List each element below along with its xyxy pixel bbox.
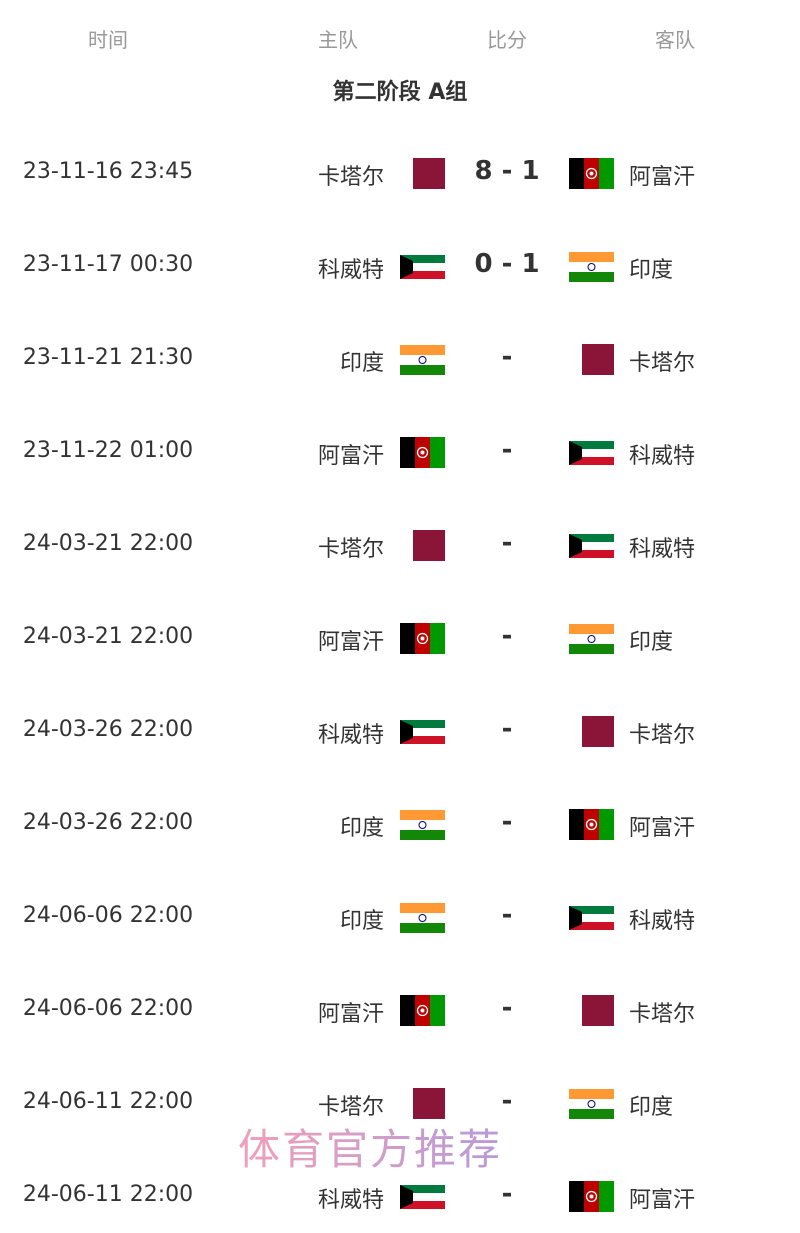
match-row[interactable]: 24-06-06 22:00 阿富汗 - 卡塔尔: [0, 990, 800, 1030]
header-home: 主队: [318, 28, 358, 52]
match-time: 24-06-06 22:00: [22, 996, 194, 1021]
match-time: 24-03-21 22:00: [22, 531, 194, 556]
match-row[interactable]: 24-06-06 22:00 印度 - 科威特: [0, 897, 800, 937]
away-team: 印度: [629, 1095, 674, 1120]
match-row[interactable]: 24-03-21 22:00 阿富汗 - 印度: [0, 618, 800, 658]
qatar-flag-icon: [400, 1088, 445, 1119]
kuwait-flag-icon: [400, 716, 445, 747]
match-score: -: [501, 993, 513, 1023]
match-score: -: [501, 528, 513, 558]
afghanistan-flag-icon: [569, 158, 614, 189]
match-time: 24-03-26 22:00: [22, 717, 194, 742]
home-team: 科威特: [317, 723, 384, 748]
home-team: 卡塔尔: [317, 165, 384, 190]
kuwait-flag-icon: [569, 902, 614, 933]
home-team: 印度: [339, 909, 384, 934]
match-score: 8 - 1: [474, 156, 540, 186]
home-team: 科威特: [317, 258, 384, 283]
kuwait-flag-icon: [569, 437, 614, 468]
match-score: -: [501, 1086, 513, 1116]
away-team: 卡塔尔: [629, 723, 696, 748]
match-time: 24-06-06 22:00: [22, 903, 194, 928]
india-flag-icon: [400, 809, 445, 840]
away-team: 印度: [629, 630, 674, 655]
india-flag-icon: [569, 251, 614, 282]
match-time: 23-11-16 23:45: [22, 159, 194, 184]
header-time: 时间: [88, 28, 128, 52]
match-time: 23-11-22 01:00: [22, 438, 194, 463]
match-score: -: [501, 342, 513, 372]
afghanistan-flag-icon: [569, 1181, 614, 1212]
qatar-flag-icon: [400, 530, 445, 561]
match-score: -: [501, 621, 513, 651]
match-score: -: [501, 900, 513, 930]
afghanistan-flag-icon: [400, 437, 445, 468]
match-score: -: [501, 807, 513, 837]
match-score: -: [501, 714, 513, 744]
match-time: 24-03-26 22:00: [22, 810, 194, 835]
home-team: 卡塔尔: [317, 537, 384, 562]
watermark: 体育官方推荐: [238, 1125, 503, 1174]
match-score: -: [501, 1179, 513, 1209]
home-team: 卡塔尔: [317, 1095, 384, 1120]
home-team: 阿富汗: [317, 444, 384, 469]
match-row[interactable]: 24-03-26 22:00 科威特 - 卡塔尔: [0, 711, 800, 751]
india-flag-icon: [569, 1088, 614, 1119]
india-flag-icon: [400, 902, 445, 933]
match-time: 24-03-21 22:00: [22, 624, 194, 649]
match-row[interactable]: 24-03-21 22:00 卡塔尔 - 科威特: [0, 525, 800, 565]
match-time: 23-11-17 00:30: [22, 252, 194, 277]
kuwait-flag-icon: [569, 530, 614, 561]
home-team: 阿富汗: [317, 1002, 384, 1027]
away-team: 科威特: [629, 444, 696, 469]
match-time: 24-06-11 22:00: [22, 1182, 194, 1207]
away-team: 科威特: [629, 537, 696, 562]
match-row[interactable]: 24-03-26 22:00 印度 - 阿富汗: [0, 804, 800, 844]
home-team: 印度: [339, 351, 384, 376]
away-team: 阿富汗: [629, 816, 696, 841]
match-score: -: [501, 435, 513, 465]
match-row[interactable]: 23-11-17 00:30 科威特 0 - 1 印度: [0, 246, 800, 286]
home-team: 阿富汗: [317, 630, 384, 655]
home-team: 印度: [339, 816, 384, 841]
india-flag-icon: [400, 344, 445, 375]
match-time: 23-11-21 21:30: [22, 345, 194, 370]
match-row[interactable]: 23-11-16 23:45 卡塔尔 8 - 1 阿富汗: [0, 153, 800, 193]
match-score: 0 - 1: [474, 249, 540, 279]
away-team: 卡塔尔: [629, 1002, 696, 1027]
away-team: 卡塔尔: [629, 351, 696, 376]
match-row[interactable]: 23-11-21 21:30 印度 - 卡塔尔: [0, 339, 800, 379]
qatar-flag-icon: [400, 158, 445, 189]
qatar-flag-icon: [569, 344, 614, 375]
away-team: 科威特: [629, 909, 696, 934]
away-team: 阿富汗: [629, 165, 696, 190]
qatar-flag-icon: [569, 995, 614, 1026]
match-row[interactable]: 24-06-11 22:00 卡塔尔 - 印度: [0, 1083, 800, 1123]
afghanistan-flag-icon: [400, 623, 445, 654]
away-team: 印度: [629, 258, 674, 283]
afghanistan-flag-icon: [400, 995, 445, 1026]
match-row[interactable]: 23-11-22 01:00 阿富汗 - 科威特: [0, 432, 800, 472]
kuwait-flag-icon: [400, 251, 445, 282]
group-title: 第二阶段 A组: [332, 80, 468, 105]
header-score: 比分: [487, 28, 527, 52]
home-team: 科威特: [317, 1188, 384, 1213]
header-away: 客队: [655, 28, 695, 52]
kuwait-flag-icon: [400, 1181, 445, 1212]
away-team: 阿富汗: [629, 1188, 696, 1213]
match-row[interactable]: 24-06-11 22:00 科威特 - 阿富汗: [0, 1176, 800, 1216]
qatar-flag-icon: [569, 716, 614, 747]
afghanistan-flag-icon: [569, 809, 614, 840]
india-flag-icon: [569, 623, 614, 654]
match-time: 24-06-11 22:00: [22, 1089, 194, 1114]
